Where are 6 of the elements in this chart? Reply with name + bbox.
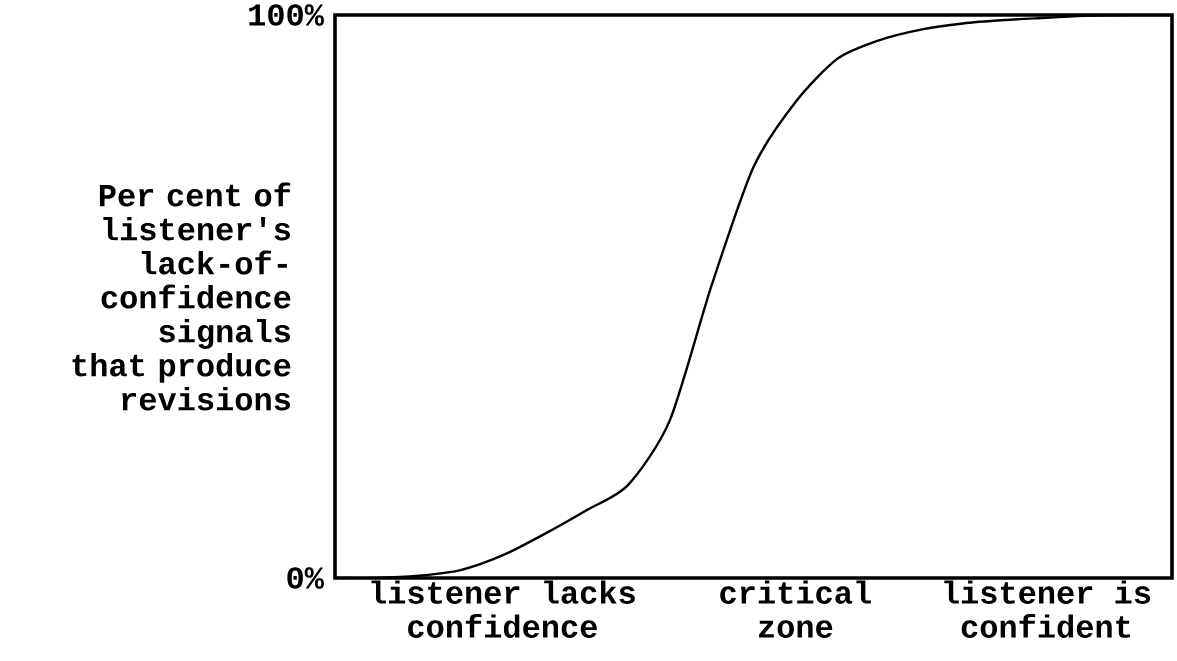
- y-tick-label: 100%: [249, 4, 324, 26]
- y-axis-title: Per cent of listener's lack-of-confidence signals that produce revisions: [72, 182, 291, 411]
- y-tick-label: 0%: [287, 567, 324, 589]
- x-tick-label: listener is confident: [944, 580, 1151, 638]
- x-tick-label: listener lacks confidence: [371, 580, 635, 638]
- x-tick-label: critical zone: [720, 580, 871, 638]
